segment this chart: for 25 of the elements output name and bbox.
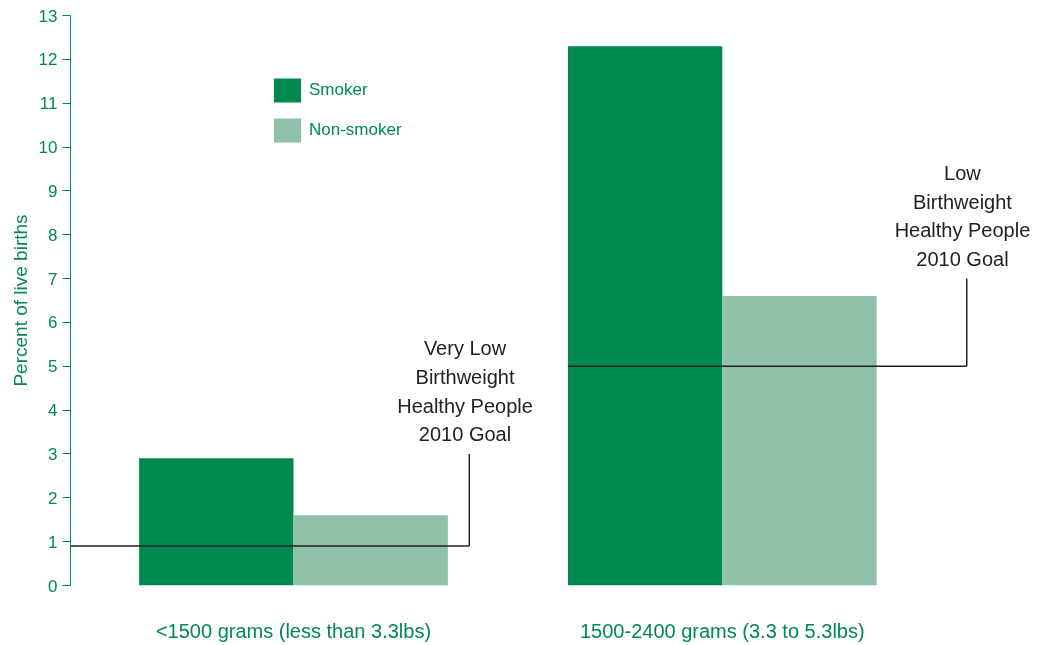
- bar: [567, 46, 723, 586]
- y-tick-label: 9: [48, 181, 58, 201]
- legend-label: Non-smoker: [309, 120, 402, 140]
- bar: [293, 515, 448, 586]
- y-tick-label: 12: [38, 50, 58, 70]
- y-tick-label: 8: [48, 225, 58, 245]
- y-tick-label: 2: [48, 488, 58, 508]
- x-tick-label: <1500 grams (less than 3.3lbs): [155, 619, 432, 642]
- y-tick-label: 10: [38, 138, 58, 158]
- legend-label: Smoker: [309, 80, 368, 100]
- y-tick-label: 1: [48, 532, 58, 552]
- y-tick-label: 0: [48, 576, 58, 596]
- y-tick-label: 4: [48, 401, 58, 421]
- y-tick-label: 5: [48, 357, 58, 377]
- y-tick-label: 3: [48, 444, 58, 464]
- bar: [139, 458, 294, 586]
- ref-line-label: Very Low Birthweight Healthy People 2010 Goal: [397, 337, 533, 446]
- y-tick-label: 6: [48, 313, 58, 333]
- y-tick-label: 7: [48, 269, 58, 289]
- ref-line-label: Low Birthweight Healthy People 2010 Goal: [894, 162, 1031, 270]
- y-tick-label: 11: [39, 94, 58, 114]
- y-tick-label: 13: [38, 6, 58, 26]
- y-axis-title: Percent of live births: [9, 214, 31, 387]
- x-tick-label: 1500-2400 grams (3.3 to 5.3lbs): [580, 619, 865, 642]
- bar: [722, 296, 877, 586]
